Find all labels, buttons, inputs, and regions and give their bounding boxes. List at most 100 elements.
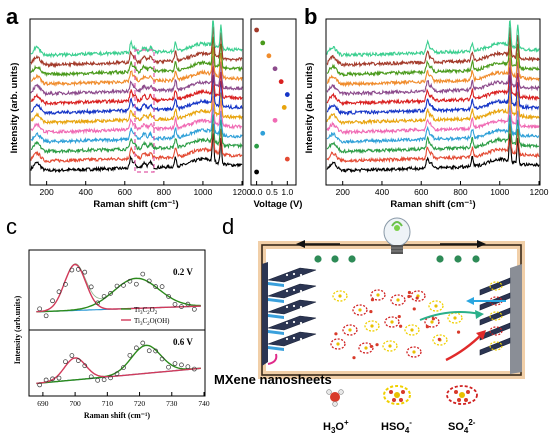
water-molecule: [437, 337, 441, 341]
legend-ti3c2ooh: Ti3C2O(OH): [134, 317, 170, 327]
legend-ti3c2o2: Ti3C2O2: [134, 306, 158, 316]
panel-c: c Intensity (arb.units) 0.2 V 0.6 V Ti3C…: [6, 214, 210, 420]
spectrum-line: [30, 103, 243, 145]
x-tick-label: 600: [118, 187, 132, 197]
data-point: [153, 348, 159, 354]
water-molecule: [369, 309, 373, 314]
mxene-sheet: [267, 315, 317, 331]
x-tick-label: 400: [375, 187, 389, 197]
water-molecule: [375, 343, 379, 347]
mxene-sheet: [479, 307, 511, 326]
electron-dots: [314, 255, 480, 263]
ion-spot: [285, 273, 289, 277]
ion: [390, 294, 406, 306]
spectrum-line: [326, 96, 540, 136]
ion-spot: [278, 288, 282, 292]
mxene-sheet-edge: [268, 330, 284, 335]
voltage-point: [254, 143, 260, 149]
data-point: [140, 271, 146, 277]
ion-arrow-red: [445, 330, 486, 362]
data-point: [179, 362, 184, 368]
water-molecule: [399, 324, 403, 328]
legend-hso4-label: HSO4-: [381, 418, 412, 435]
data-point: [63, 359, 68, 365]
ion-spot: [285, 305, 289, 309]
ion: [370, 289, 386, 301]
ion: [382, 340, 398, 352]
light-bulb-icon: [383, 217, 411, 254]
x-tick-label: 0.0: [251, 187, 263, 197]
data-point: [133, 345, 139, 351]
spectrum-line: [30, 26, 243, 69]
ion-spot: [278, 336, 282, 340]
data-point: [43, 313, 49, 319]
ion-spot: [278, 304, 282, 308]
spectrum-line: [30, 64, 243, 107]
ion-arrow-pink: [267, 353, 278, 365]
water-molecule: [334, 332, 338, 336]
data-point: [172, 361, 178, 366]
ion-spot: [299, 273, 303, 277]
data-point: [43, 377, 49, 383]
panel-a-ylabel: Intensity (arb. units): [9, 63, 20, 154]
mxene-sheet: [479, 322, 511, 341]
voltage-point: [260, 130, 266, 136]
ion-spot: [278, 272, 282, 276]
data-point: [121, 365, 126, 370]
spectrum-line: [30, 95, 243, 136]
ion-core: [338, 294, 342, 298]
data-point: [101, 294, 107, 299]
ion-core: [358, 308, 362, 312]
data-point: [140, 340, 146, 346]
data-point: [191, 366, 197, 372]
ion-core: [390, 320, 394, 324]
data-point: [101, 377, 107, 383]
data-point: [82, 363, 88, 369]
spectrum-line: [326, 48, 540, 88]
water-molecule: [352, 356, 356, 360]
x-tick-label: 720: [134, 399, 146, 408]
x-tick-label: 1200: [233, 187, 252, 197]
voltage-point: [272, 66, 278, 72]
spectrum-line: [326, 115, 540, 155]
data-point: [146, 348, 152, 354]
mxene-sheet-edge: [268, 282, 284, 287]
ion: [410, 290, 426, 302]
panel-d: d: [214, 214, 525, 435]
electron-flow-right: [440, 240, 486, 248]
ion-spot: [292, 320, 296, 324]
spectrum-line: [326, 19, 540, 59]
x-tick-label: 600: [414, 187, 428, 197]
ion-core: [370, 324, 374, 328]
ion: [342, 324, 358, 336]
ion-spot: [285, 337, 289, 341]
panel-c-ylabel: Intensity (arb.units): [13, 295, 22, 364]
panel-b-xlabel: Raman shift (cm⁻¹): [390, 199, 475, 210]
data-point: [108, 375, 113, 381]
spectrum-line: [31, 74, 243, 116]
panel-c-x-ticks: 690 700 710 720 730 740: [37, 392, 210, 408]
water-molecule: [370, 298, 375, 302]
ion: [428, 300, 444, 312]
adsorbed-ion: [489, 281, 503, 291]
legend-so4-label: SO42-: [448, 418, 476, 435]
inset-plot-frame: [250, 18, 297, 186]
spectrum-line: [30, 36, 243, 78]
panel-label-b: b: [304, 4, 317, 29]
voltage-point: [260, 40, 266, 46]
water-molecule: [415, 296, 419, 300]
ion-spot: [285, 289, 289, 293]
x-tick-label: 1.0: [281, 187, 293, 197]
spectrum-line: [30, 46, 243, 87]
panel-a-xlabel: Raman shift (cm⁻¹): [93, 199, 178, 210]
spectrum-line: [326, 75, 540, 116]
panel-b-ylabel: Intensity (arb. units): [304, 63, 315, 154]
panel-label-c: c: [6, 214, 17, 239]
voltage-point: [284, 92, 290, 97]
x-tick-label: 700: [69, 399, 81, 408]
mxene-sheet: [267, 331, 317, 347]
spectrum-line: [326, 86, 540, 126]
electron-dot: [331, 255, 339, 263]
water-molecule: [431, 317, 435, 321]
voltage-point: [272, 117, 278, 123]
